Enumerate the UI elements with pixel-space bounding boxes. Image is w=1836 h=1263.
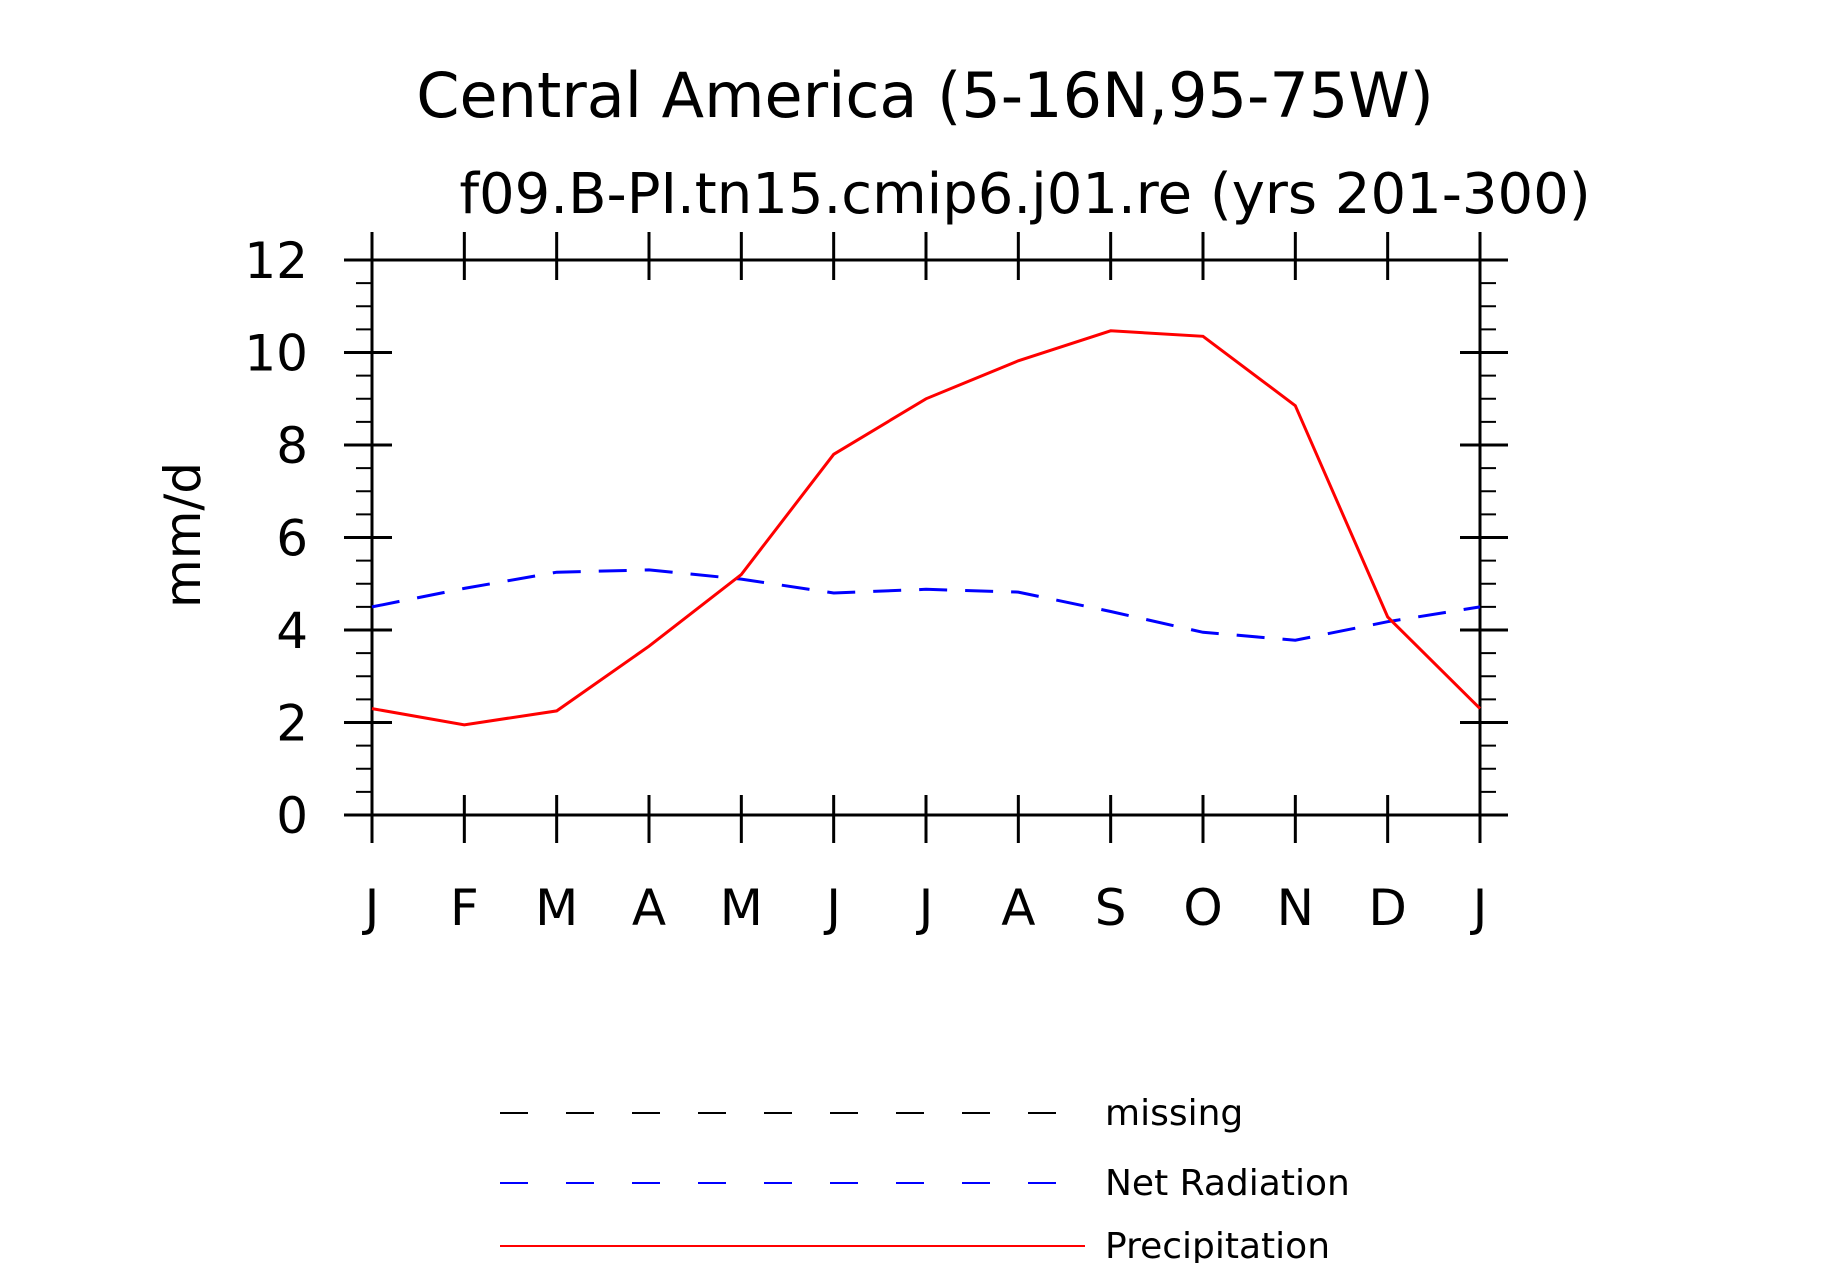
y-tick-label: 0 — [276, 787, 308, 845]
y-axis-label: mm/d — [154, 462, 212, 608]
chart-title: Central America (5-16N,95-75W) — [416, 59, 1434, 132]
x-tick-label: S — [1095, 879, 1127, 937]
legend-label: Precipitation — [1105, 1226, 1330, 1263]
y-tick-label: 12 — [244, 232, 308, 290]
plot-frame — [370, 258, 1482, 817]
x-tick-label: J — [916, 879, 934, 937]
legend: missing Net Radiation Precipitation — [500, 1093, 1350, 1263]
chart-subtitle: f09.B-PI.tn15.cmip6.j01.re (yrs 201-300) — [459, 162, 1590, 227]
y-tick-label: 8 — [276, 417, 308, 475]
legend-label: Net Radiation — [1105, 1163, 1350, 1204]
x-tick-label: A — [632, 879, 666, 937]
x-tick-label: J — [362, 879, 380, 937]
x-tick-label: J — [823, 879, 841, 937]
y-tick-label: 2 — [276, 695, 308, 753]
x-tick-label: J — [1470, 879, 1488, 937]
y-tick-label: 6 — [276, 510, 308, 568]
legend-label: missing — [1105, 1093, 1243, 1134]
x-tick-label: O — [1183, 879, 1222, 937]
y-tick-label: 4 — [276, 602, 308, 660]
series-line-precipitation — [371, 329, 1482, 727]
series-line-net-radiation — [371, 568, 1481, 642]
x-tick-label: N — [1277, 879, 1314, 937]
x-tick-label: F — [450, 879, 479, 937]
x-tick-label: A — [1001, 879, 1035, 937]
x-tick-label: M — [535, 879, 578, 937]
x-tick-label: M — [720, 879, 763, 937]
x-tick-label: D — [1368, 879, 1407, 937]
y-tick-label: 10 — [244, 325, 308, 383]
series-layer — [371, 329, 1482, 727]
